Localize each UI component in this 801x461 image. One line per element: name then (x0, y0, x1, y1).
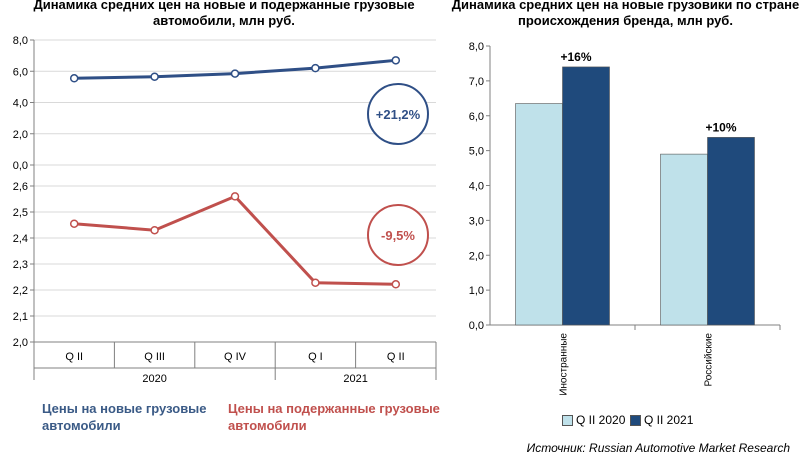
year-label: 2020 (142, 373, 166, 385)
y-tick-label: 4,0 (13, 98, 28, 110)
y-tick-label: 8,0 (469, 41, 484, 53)
data-point (391, 280, 401, 289)
x-tick-label: Российские (704, 333, 715, 387)
legend-swatch-2020 (562, 414, 573, 426)
y-tick-label: 6,0 (13, 66, 28, 78)
series-line-used (74, 194, 396, 286)
change-label: -9,5% (381, 228, 415, 243)
x-tick-label: Q II (65, 351, 83, 363)
y-tick-label: 2,4 (13, 233, 28, 245)
legend-item-2021: Q II 2021 (630, 413, 693, 427)
bar (562, 66, 610, 326)
y-tick-label: 7,0 (469, 76, 484, 88)
change-badge (367, 83, 429, 145)
data-point (391, 56, 401, 65)
data-point (69, 219, 79, 228)
legend-label-2021: Q II 2021 (644, 413, 694, 427)
x-tick-label: Q II (387, 351, 405, 363)
y-tick-label: 2,1 (13, 311, 28, 323)
data-point (150, 225, 159, 235)
y-tick-label: 2,0 (13, 129, 28, 141)
data-point (69, 74, 79, 83)
bar (707, 137, 755, 326)
legend-new-trucks: Цены на новые грузовые автомобили (42, 401, 207, 433)
legend-label-2020: Q II 2020 (576, 413, 626, 427)
data-point (311, 278, 320, 287)
bar-annotation: +16% (560, 50, 591, 64)
left-chart-title: Динамика средних цен на новые и подержан… (33, 0, 415, 28)
legend-swatch-2021 (630, 414, 641, 426)
y-tick-label: 2,6 (13, 181, 28, 193)
data-point (230, 69, 240, 78)
legend-used-trucks: Цены на подержанные грузовые автомобили (228, 401, 440, 433)
bar-annotation: +10% (705, 120, 736, 134)
y-tick-label: 0,0 (469, 320, 484, 332)
data-point (311, 63, 320, 73)
change-label: +21,2% (376, 107, 421, 122)
year-label: 2021 (343, 373, 367, 385)
y-tick-label: 4,0 (469, 181, 484, 193)
change-badge (367, 204, 429, 266)
right-chart-title: Динамика средних цен на новые грузовики … (451, 0, 800, 28)
x-tick-label: Q I (308, 351, 323, 363)
legend-item-2020: Q II 2020 (562, 413, 625, 427)
source-note: Источник: Russian Automotive Market Rese… (526, 441, 790, 455)
y-tick-label: 1,0 (469, 285, 484, 297)
y-tick-label: 2,3 (13, 259, 28, 271)
y-tick-label: 0,0 (13, 160, 28, 172)
data-point (150, 72, 159, 81)
y-tick-label: 2,5 (13, 207, 28, 219)
y-tick-label: 2,2 (13, 285, 28, 297)
y-tick-label: 3,0 (469, 215, 484, 227)
bar (660, 153, 708, 326)
x-tick-label: Иностранные (559, 333, 570, 396)
bar (515, 103, 563, 326)
y-tick-label: 2,0 (13, 337, 28, 349)
y-tick-label: 6,0 (469, 111, 484, 123)
x-tick-label: Q IV (224, 351, 247, 363)
y-tick-label: 8,0 (13, 35, 28, 47)
x-tick-label: Q III (144, 351, 165, 363)
y-tick-label: 5,0 (469, 146, 484, 158)
y-tick-label: 2,0 (469, 250, 484, 262)
data-point (230, 192, 240, 201)
